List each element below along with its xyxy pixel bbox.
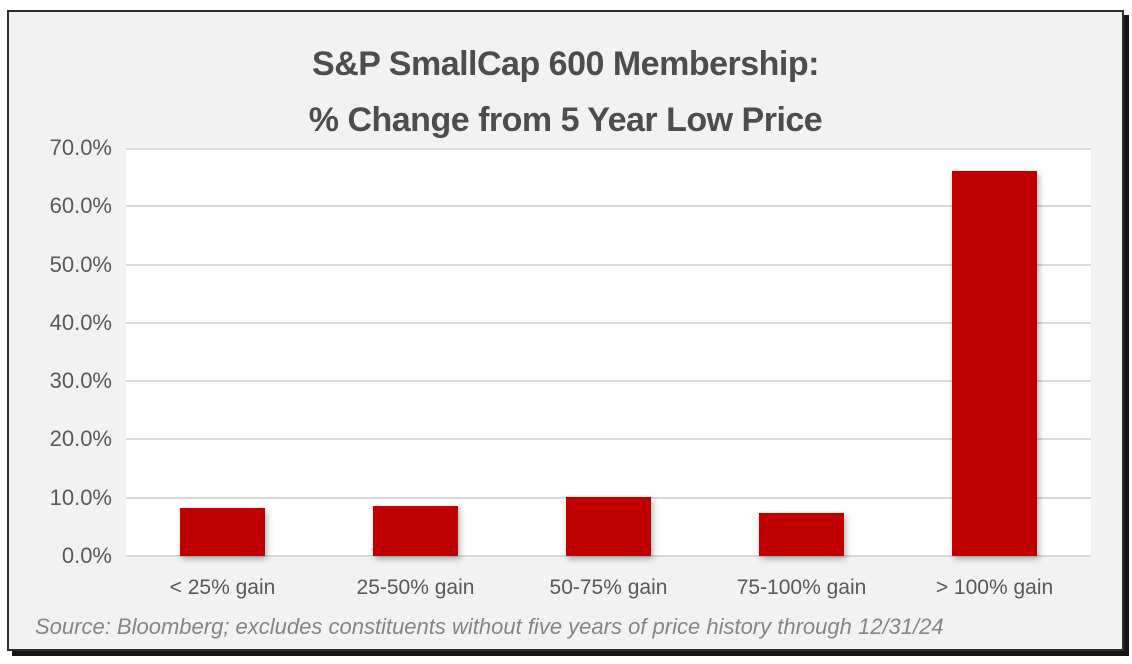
x-tick-label-5: > 100% gain: [935, 576, 1054, 599]
bar-1: [180, 508, 265, 556]
gridline-70: [126, 148, 1091, 150]
plot-area: [126, 148, 1091, 557]
y-tick-label-50: 50.0%: [49, 251, 112, 277]
chart-title-line-2: % Change from 5 Year Low Price: [308, 101, 823, 139]
y-tick-label-0: 0.0%: [61, 543, 112, 568]
y-tick-label-30: 30.0%: [49, 368, 112, 394]
x-tick-label-3: 50-75% gain: [549, 576, 668, 599]
gridline-30: [126, 380, 1091, 383]
x-tick-label-2: 25-50% gain: [356, 576, 475, 599]
bar-2: [373, 506, 458, 556]
gridline-20: [126, 438, 1091, 441]
x-tick-label-1: < 25% gain: [169, 576, 276, 599]
bar-5: [952, 171, 1037, 556]
gridline-0: [126, 555, 1091, 557]
source-note: Source: Bloomberg; excludes constituents…: [35, 614, 944, 639]
gridline-50: [126, 263, 1091, 266]
y-tick-label-40: 40.0%: [49, 309, 112, 335]
bar-3: [566, 497, 651, 556]
y-tick-label-70: 70.0%: [49, 135, 112, 160]
y-tick-label-60: 60.0%: [49, 193, 112, 219]
y-tick-label-20: 20.0%: [49, 426, 112, 452]
chart-frame: S&P SmallCap 600 Membership: % Change fr…: [7, 10, 1124, 651]
bar-4: [759, 513, 844, 556]
y-tick-label-10: 10.0%: [49, 484, 112, 510]
gridline-60: [126, 205, 1091, 208]
chart-title-line-1: S&P SmallCap 600 Membership:: [312, 45, 819, 83]
chart-title: S&P SmallCap 600 Membership: % Change fr…: [9, 36, 1122, 148]
x-tick-label-4: 75-100% gain: [736, 576, 867, 599]
gridline-40: [126, 321, 1091, 324]
